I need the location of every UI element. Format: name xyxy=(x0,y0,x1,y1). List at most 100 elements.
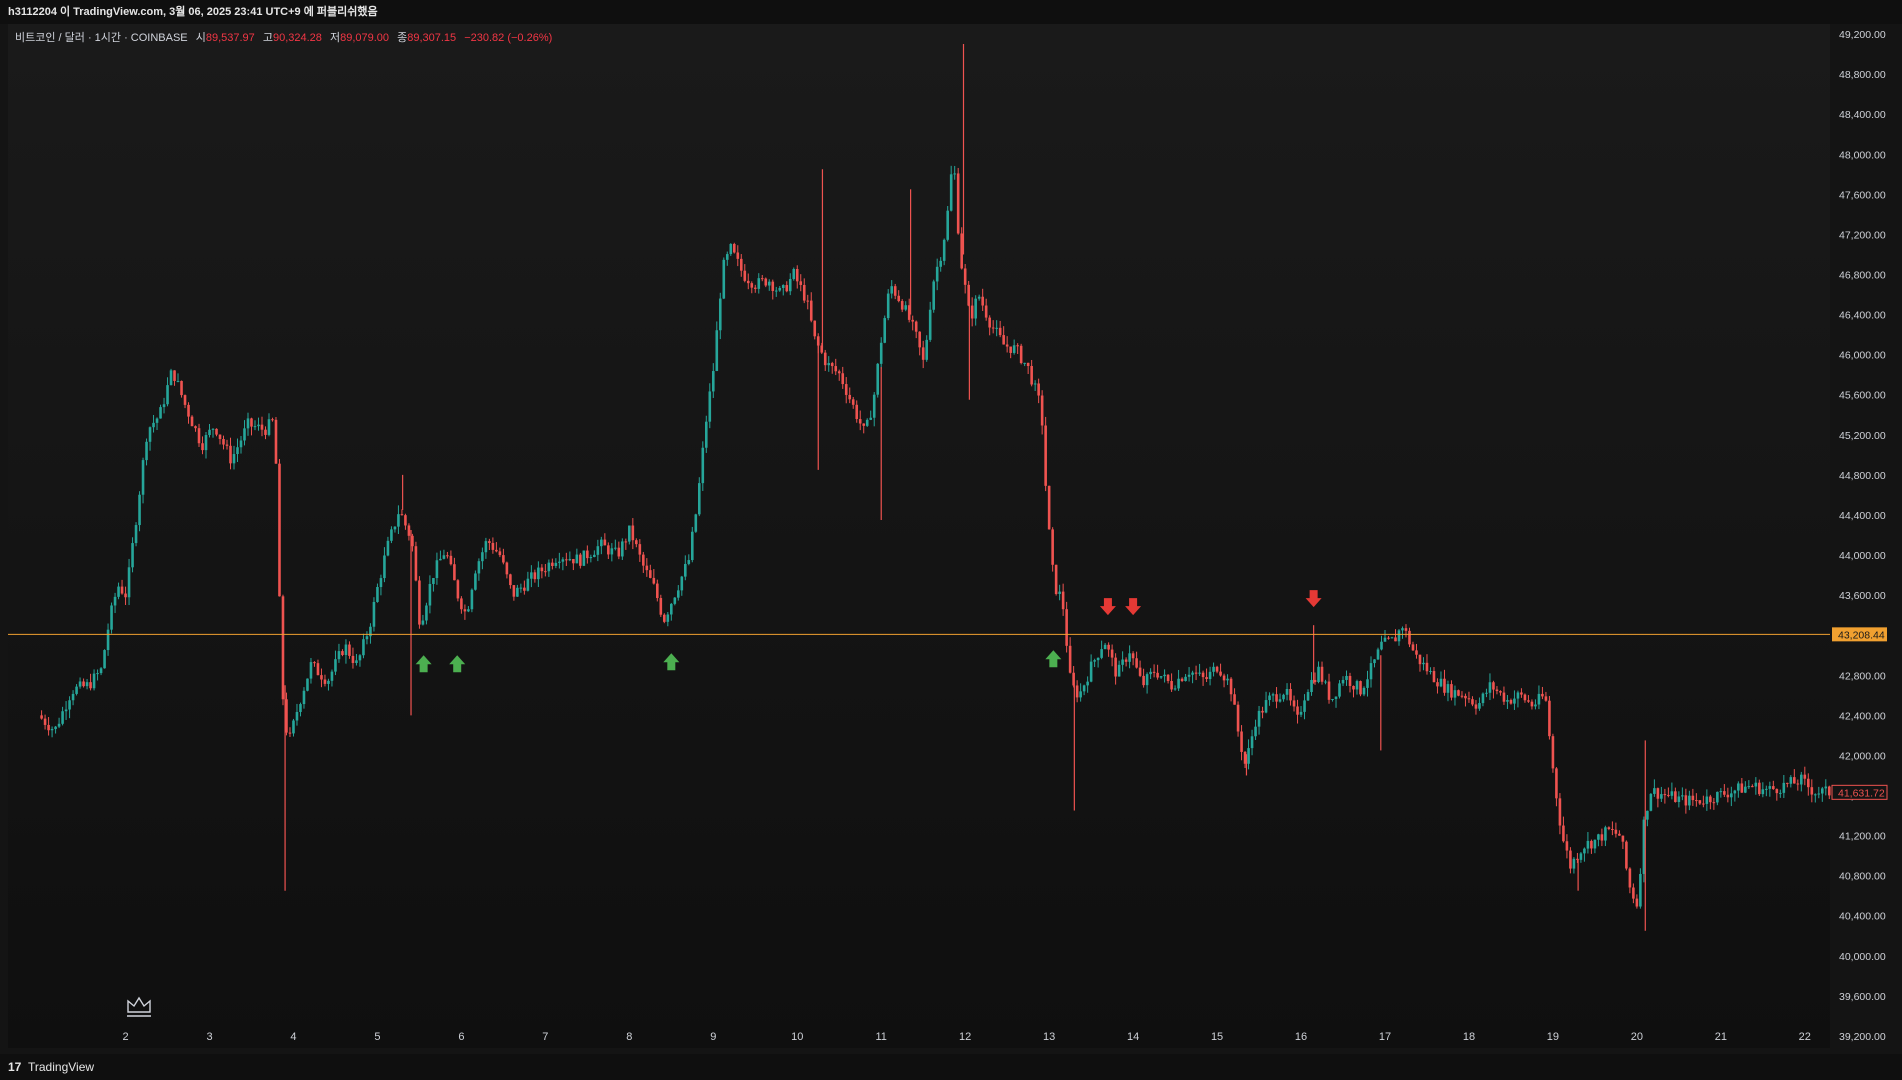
candle-body xyxy=(1761,789,1765,795)
candle-body xyxy=(477,561,481,574)
candle-body xyxy=(1310,679,1313,693)
candle-body xyxy=(141,460,145,495)
candle-body xyxy=(785,285,789,292)
candle-body xyxy=(285,699,288,733)
markers-layer xyxy=(415,590,1322,673)
symbol-name[interactable]: 비트코인 / 달러 · 1시간 · COINBASE xyxy=(15,32,188,44)
candle-body xyxy=(1236,704,1240,732)
candle-body xyxy=(593,554,596,557)
candle-body xyxy=(1625,841,1628,869)
candle-body xyxy=(523,587,526,591)
candle-body xyxy=(991,327,995,329)
candle-body xyxy=(1170,681,1173,690)
candle-body xyxy=(393,526,397,530)
candle-body xyxy=(1198,672,1201,674)
chart-pane[interactable] xyxy=(8,24,1830,1048)
candle-body xyxy=(502,555,505,563)
candle-body xyxy=(446,555,449,557)
candle-body xyxy=(781,285,785,288)
y-tick-label: 40,800.00 xyxy=(1839,871,1886,883)
candle-body xyxy=(649,570,652,578)
candle-body xyxy=(1684,795,1688,806)
candle-body xyxy=(1565,841,1569,851)
candle-body xyxy=(1674,791,1677,803)
candle-body xyxy=(281,596,285,700)
candle-body xyxy=(621,541,624,557)
candle-body xyxy=(690,531,694,561)
candle-body xyxy=(495,549,498,552)
candle-body xyxy=(1453,690,1457,698)
candle-body xyxy=(1537,693,1541,705)
price-axis[interactable] xyxy=(1830,24,1902,1048)
candle-body xyxy=(435,560,439,579)
candle-body xyxy=(1012,345,1016,353)
candle-body xyxy=(1516,692,1520,699)
candle-body xyxy=(96,673,99,675)
candle-body xyxy=(369,626,372,637)
candle-body xyxy=(64,709,68,712)
candle-body xyxy=(1779,792,1782,794)
candle-body xyxy=(956,173,960,234)
x-tick-label: 19 xyxy=(1547,1031,1559,1043)
low-value: 89,079.00 xyxy=(340,32,390,44)
candle-body xyxy=(1460,695,1464,697)
candle-body xyxy=(1800,774,1803,785)
candle-body xyxy=(1366,679,1369,688)
candle-body xyxy=(131,543,134,568)
footer-bar: 17 TradingView xyxy=(0,1054,1902,1080)
x-axis-ticks: 2 3 4 5 6 7 8 9 10 11 12 13 14 15 16 17 18 19 20 21 22 xyxy=(122,1031,1810,1043)
candle-body xyxy=(1404,628,1408,631)
candle-body xyxy=(1124,659,1128,662)
x-tick-label: 2 xyxy=(122,1031,128,1043)
arrow-up-icon xyxy=(415,655,432,673)
candle-body xyxy=(1023,362,1026,364)
candle-body xyxy=(1754,782,1758,787)
candle-body xyxy=(1289,688,1292,701)
arrow-up-icon xyxy=(1045,650,1062,668)
candle-body xyxy=(1187,674,1191,677)
candle-body xyxy=(921,347,925,360)
candle-body xyxy=(1642,819,1646,874)
candle-body xyxy=(516,587,519,597)
x-tick-label: 14 xyxy=(1127,1031,1139,1043)
candle-body xyxy=(638,544,642,555)
candle-body xyxy=(911,319,915,322)
x-tick-label: 17 xyxy=(1379,1031,1391,1043)
tradingview-brand[interactable]: TradingView xyxy=(28,1060,95,1074)
candle-body xyxy=(1226,678,1229,681)
candle-body xyxy=(708,391,712,422)
candle-body xyxy=(1464,695,1467,699)
candle-body xyxy=(575,554,579,564)
candle-body xyxy=(299,704,302,712)
candle-body xyxy=(1282,694,1285,700)
candle-body xyxy=(1086,681,1089,686)
candle-body xyxy=(390,529,393,541)
candle-body xyxy=(320,675,323,680)
candle-body xyxy=(680,576,684,591)
candle-body xyxy=(572,559,575,564)
candle-body xyxy=(998,327,1002,336)
candle-body xyxy=(788,279,792,292)
candle-body xyxy=(1177,678,1180,689)
candle-body xyxy=(113,596,117,606)
candle-body xyxy=(750,283,754,288)
candle-body xyxy=(1506,700,1509,702)
candle-body xyxy=(1569,850,1572,869)
candle-body xyxy=(1583,848,1586,854)
candle-body xyxy=(914,321,918,332)
candle-body xyxy=(1667,794,1670,796)
candle-body xyxy=(1019,345,1023,364)
candle-body xyxy=(925,339,928,360)
candle-body xyxy=(243,428,246,441)
candle-body xyxy=(1733,790,1737,794)
tradingview-logo-icon[interactable]: 17 xyxy=(8,1060,22,1074)
candle-body xyxy=(1814,794,1817,796)
candle-body xyxy=(1828,786,1831,796)
candle-body xyxy=(1345,675,1348,680)
y-tick-label: 40,400.00 xyxy=(1839,911,1886,923)
candle-body xyxy=(635,540,638,545)
crown-icon[interactable] xyxy=(127,996,151,1017)
candle-body xyxy=(942,239,946,261)
candle-body xyxy=(610,548,614,555)
